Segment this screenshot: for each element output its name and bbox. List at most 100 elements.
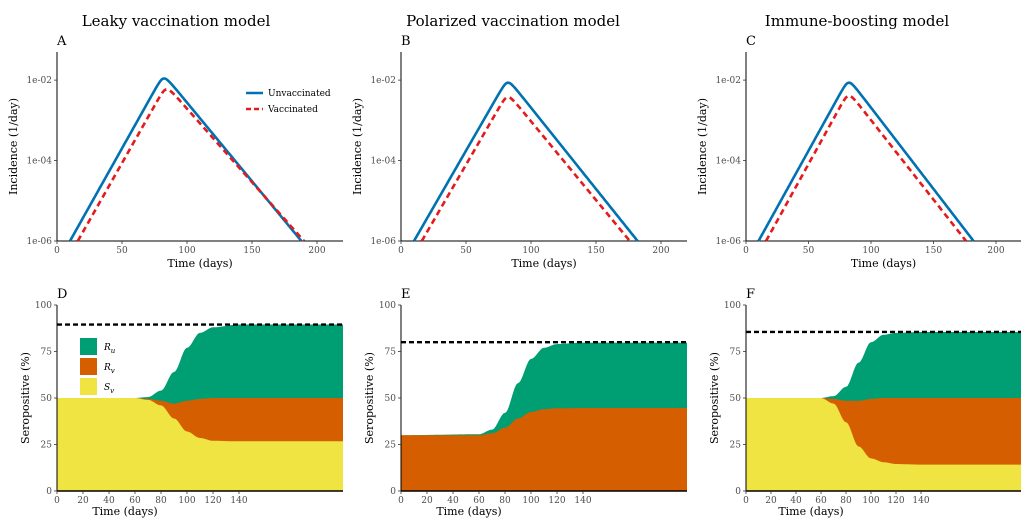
legend-label-Rv: Rv (103, 363, 115, 375)
x-tick-label: 20 (765, 496, 777, 506)
area-Rv (401, 408, 687, 491)
y-tick-label: 75 (730, 348, 742, 358)
panel-letter: B (401, 34, 411, 49)
y-axis-label: Seropositive (%) (708, 352, 721, 444)
panel-B: B 0 50 100 150 200 1e-06 1e-04 1e-02 Time (days) I… (351, 34, 687, 270)
panel-letter: E (401, 287, 411, 302)
y-tick-label: 1e-04 (26, 157, 52, 167)
x-tick-label: 20 (421, 496, 433, 506)
y-tick-label: 1e-04 (370, 157, 396, 167)
unvaccinated-series-line (412, 81, 639, 242)
area-Sv (746, 398, 1021, 491)
x-tick-label: 0 (743, 496, 749, 506)
x-tick-label: 0 (398, 246, 404, 256)
y-axis-label: Seropositive (%) (19, 352, 32, 444)
y-tick-label: 100 (724, 301, 741, 311)
panel-letter: A (56, 34, 67, 49)
y-axis-label: Incidence (1/day) (7, 98, 20, 195)
y-tick-label: 0 (46, 487, 52, 497)
x-axis-label: Time (days) (436, 505, 501, 518)
x-tick-label: 80 (499, 496, 511, 506)
x-tick-label: 140 (230, 496, 247, 506)
x-tick-label: 140 (574, 496, 591, 506)
column-title-leaky: Leaky vaccination model (82, 12, 271, 30)
x-tick-label: 100 (522, 496, 539, 506)
y-tick-label: 50 (385, 394, 397, 404)
x-tick-label: 120 (887, 496, 904, 506)
x-tick-label: 100 (862, 496, 879, 506)
x-tick-label: 40 (447, 496, 459, 506)
x-tick-label: 140 (912, 496, 929, 506)
x-tick-label: 200 (652, 246, 669, 256)
y-tick-label: 1e-02 (370, 76, 396, 86)
x-tick-label: 40 (103, 496, 115, 506)
x-tick-label: 100 (522, 246, 539, 256)
y-tick-label: 1e-06 (715, 237, 741, 247)
unvaccinated-series-line (757, 81, 975, 242)
x-axis-label: Time (days) (92, 505, 157, 518)
x-tick-label: 60 (473, 496, 485, 506)
column-title-polarized: Polarized vaccination model (406, 12, 620, 30)
y-tick-label: 100 (35, 301, 52, 311)
x-tick-label: 0 (54, 246, 60, 256)
x-tick-label: 80 (840, 496, 852, 506)
panel-A: A 0 50 100 150 200 1e-06 1e-04 1e-02 Time (days) I… (7, 34, 343, 270)
x-tick-label: 80 (155, 496, 167, 506)
legend-label-vaccinated: Vaccinated (267, 105, 318, 115)
vaccinated-series-line (764, 94, 968, 242)
x-tick-label: 120 (204, 496, 221, 506)
y-axis-label: Seropositive (%) (363, 352, 376, 444)
x-tick-label: 120 (548, 496, 565, 506)
x-tick-label: 150 (587, 246, 604, 256)
x-tick-label: 100 (178, 246, 195, 256)
y-tick-label: 25 (730, 441, 742, 451)
vaccinated-series-line (420, 95, 631, 242)
y-tick-label: 1e-02 (26, 76, 52, 86)
y-tick-label: 25 (41, 441, 53, 451)
panel-F: F 0 20 40 60 80 100 120 140 0 25 50 75 100 Time (days)… (708, 287, 1021, 518)
x-tick-label: 40 (790, 496, 802, 506)
x-tick-label: 150 (925, 246, 942, 256)
panel-letter: D (57, 287, 67, 302)
x-axis-label: Time (days) (167, 257, 232, 270)
legend-label-Ru: Ru (103, 343, 116, 355)
area-Sv (57, 398, 343, 491)
y-axis-label: Incidence (1/day) (696, 98, 709, 195)
panel-letter: C (746, 34, 756, 49)
unvaccinated-series-line (68, 77, 303, 242)
x-tick-label: 50 (116, 246, 128, 256)
legend-swatch-Ru (80, 338, 97, 355)
x-tick-label: 0 (54, 496, 60, 506)
x-tick-label: 60 (815, 496, 827, 506)
x-axis-label: Time (days) (511, 257, 576, 270)
legend-swatch-Rv (80, 358, 97, 375)
y-axis-label: Incidence (1/day) (351, 98, 364, 195)
y-tick-label: 0 (735, 487, 741, 497)
x-axis-label: Time (days) (851, 257, 916, 270)
y-tick-label: 1e-02 (715, 76, 741, 86)
legend-label-unvaccinated: Unvaccinated (268, 89, 331, 99)
x-tick-label: 20 (77, 496, 89, 506)
y-tick-label: 75 (385, 348, 397, 358)
x-tick-label: 60 (129, 496, 141, 506)
legend-label-Sv: Sv (104, 383, 114, 395)
y-tick-label: 50 (41, 394, 53, 404)
y-tick-label: 1e-04 (715, 157, 741, 167)
y-tick-label: 1e-06 (26, 237, 52, 247)
x-tick-label: 100 (862, 246, 879, 256)
y-tick-label: 50 (730, 394, 742, 404)
x-tick-label: 50 (803, 246, 815, 256)
x-tick-label: 0 (398, 496, 404, 506)
vaccinated-series-line (76, 88, 305, 242)
panel-letter: F (746, 287, 755, 302)
x-tick-label: 150 (243, 246, 260, 256)
x-tick-label: 200 (308, 246, 325, 256)
y-tick-label: 0 (390, 487, 396, 497)
y-tick-label: 1e-06 (370, 237, 396, 247)
x-tick-label: 100 (178, 496, 195, 506)
panel-C: C 0 50 100 150 200 1e-06 1e-04 1e-02 Time (days) I… (696, 34, 1021, 270)
panel-D: D 0 20 40 60 80 100 120 140 0 25 50 75 100 Time (days)… (19, 287, 343, 518)
x-tick-label: 50 (460, 246, 472, 256)
panel-E: E 0 20 40 60 80 100 120 140 0 25 50 75 100 Time (days)… (363, 287, 687, 518)
